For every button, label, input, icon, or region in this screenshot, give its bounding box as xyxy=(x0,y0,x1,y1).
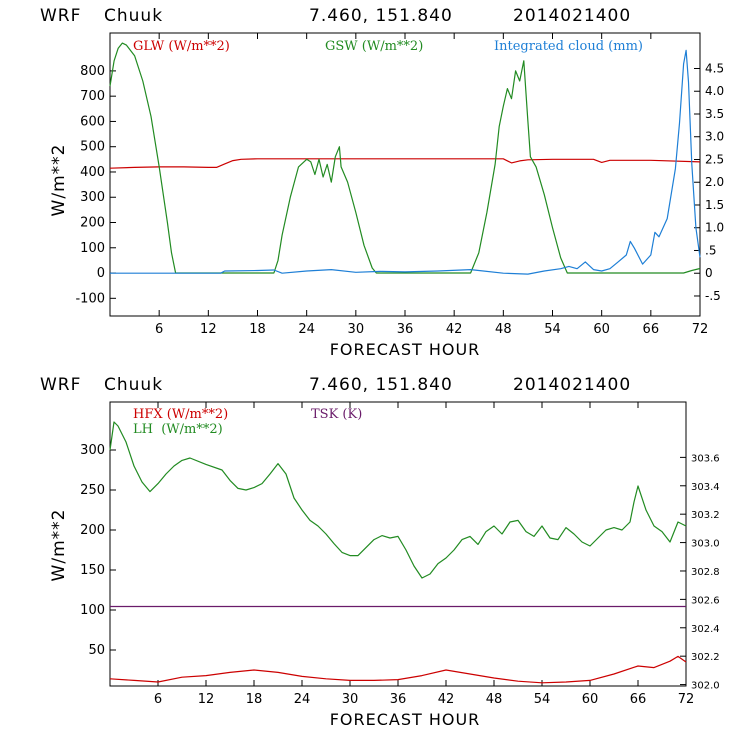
panel-1-y2tick-label: 0 xyxy=(705,266,713,280)
panel-2-xtick-label: 66 xyxy=(630,692,647,707)
panel-2-xtick-label: 72 xyxy=(678,692,695,707)
panel-1-series-line-2 xyxy=(109,42,701,274)
panel-2-ytick-label: 250 xyxy=(80,483,105,498)
panel-2-legend-hfx: HFX (W/m**2) xyxy=(133,407,228,422)
panel-1-header-model: WRF xyxy=(40,6,81,26)
panel-1-y2tick-label: 4.5 xyxy=(705,61,724,75)
panel-1-xtick-label: 54 xyxy=(544,322,561,337)
panel-1-xtick-label: 6 xyxy=(155,322,163,337)
panel-2-xtick-label: 36 xyxy=(390,692,407,707)
panel-2-xtick-label: 60 xyxy=(582,692,599,707)
panel-1-legend-cloud: Integrated cloud (mm) xyxy=(494,39,643,54)
panel-2-y2tick-label: 302.8 xyxy=(691,567,720,578)
panel-1-xtick-label: 18 xyxy=(249,322,266,337)
panel-2-y2tick-label: 303.4 xyxy=(691,482,720,493)
panel-1-ytick-label: 500 xyxy=(80,140,105,155)
panel-2-xtick-label: 6 xyxy=(154,692,162,707)
panel-1-ytick-label: 300 xyxy=(80,190,105,205)
panel-1-y2tick-label: -.5 xyxy=(705,289,721,303)
panel-2-xtick-label: 30 xyxy=(342,692,359,707)
panel-1-y2tick-label: 2.5 xyxy=(705,152,724,166)
panel-1: WRF Chuuk 7.460, 151.840 2014021400 6 12 1… xyxy=(40,6,724,359)
panel-1-xtick-label: 60 xyxy=(593,322,610,337)
panel-2-header-station: Chuuk xyxy=(104,375,163,395)
panel-1-y2tick-label: 3.0 xyxy=(705,130,724,144)
panel-1-y2tick-label: 3.5 xyxy=(705,107,724,121)
panel-2-y2tick-label: 303.2 xyxy=(691,510,720,521)
panel-1-ytick-label: -100 xyxy=(75,291,105,306)
panel-2-plot: 6 12 18 24 30 36 42 48 54 60 66 72 50 100 150 200 250 300… xyxy=(80,401,720,707)
panel-2-xtick-label: 54 xyxy=(534,692,551,707)
panel-2-y2tick-label: 302.6 xyxy=(691,595,720,606)
panel-1-legend-glw: GLW (W/m**2) xyxy=(133,39,230,54)
panel-1-series-line-3 xyxy=(110,49,701,275)
panel-1-header-init: 2014021400 xyxy=(513,6,631,26)
panel-2-series-line-1 xyxy=(109,655,687,684)
panel-2-xtick-label: 12 xyxy=(198,692,215,707)
panel-1-xtick-label: 66 xyxy=(643,322,660,337)
panel-2: WRF Chuuk 7.460, 151.840 2014021400 6 12 1… xyxy=(40,375,720,729)
panel-2-ytick-label: 50 xyxy=(88,643,105,658)
panel-1-y2tick-label: 4.0 xyxy=(705,84,724,98)
panel-1-ylabel: W/m**2 xyxy=(49,144,69,217)
panel-1-ytick-label: 600 xyxy=(80,114,105,129)
panel-2-xtick-label: 18 xyxy=(246,692,263,707)
panel-1-xlabel: FORECAST HOUR xyxy=(330,340,481,359)
panel-2-frame xyxy=(109,401,687,687)
panel-1-legend-gsw: GSW (W/m**2) xyxy=(325,39,423,54)
panel-1-y2tick-label: 1.5 xyxy=(705,198,724,212)
panel-2-header-coords: 7.460, 151.840 xyxy=(309,375,453,395)
panel-1-xtick-label: 42 xyxy=(446,322,463,337)
panel-2-xlabel: FORECAST HOUR xyxy=(330,710,481,729)
panel-1-xtick-label: 30 xyxy=(348,322,365,337)
panel-1-y2tick-label: 1.0 xyxy=(705,221,724,235)
panel-2-ylabel: W/m**2 xyxy=(49,509,69,582)
panel-2-legend-tsk: TSK (K) xyxy=(311,407,362,422)
panel-1-ytick-label: 800 xyxy=(80,64,105,79)
panel-1-ytick-label: 100 xyxy=(80,241,105,256)
panel-2-xtick-label: 24 xyxy=(294,692,311,707)
panel-1-header-coords: 7.460, 151.840 xyxy=(309,6,453,26)
panel-2-xtick-label: 42 xyxy=(438,692,455,707)
panel-2-y2tick-label: 303.0 xyxy=(691,539,720,550)
panel-2-y2tick-label: 302.2 xyxy=(691,652,720,663)
panel-2-ytick-label: 300 xyxy=(80,443,105,458)
panel-2-ytick-label: 200 xyxy=(80,523,105,538)
panel-1-xtick-label: 24 xyxy=(298,322,315,337)
panel-2-y2tick-label: 303.6 xyxy=(691,453,720,464)
panel-1-series-line-1 xyxy=(109,158,701,169)
panel-1-xtick-label: 48 xyxy=(495,322,512,337)
panel-2-legend-lh: LH (W/m**2) xyxy=(133,422,223,437)
panel-1-ytick-label: 0 xyxy=(97,266,105,281)
panel-1-ytick-label: 700 xyxy=(80,89,105,104)
panel-2-xtick-label: 48 xyxy=(486,692,503,707)
panel-1-ytick-label: 400 xyxy=(80,165,105,180)
panel-2-series-line-2 xyxy=(109,421,687,579)
panel-2-header-model: WRF xyxy=(40,375,81,395)
panel-1-y2tick-label: .5 xyxy=(705,243,716,257)
panel-1-plot: 6 12 18 24 30 36 42 48 54 60 66 72 -100 0 100 200 300 400… xyxy=(75,32,724,337)
panel-1-xtick-label: 72 xyxy=(692,322,709,337)
panel-2-y2tick-label: 302.0 xyxy=(691,681,720,692)
panel-2-ytick-label: 150 xyxy=(80,563,105,578)
panel-2-ytick-label: 100 xyxy=(80,603,105,618)
panel-1-header-station: Chuuk xyxy=(104,6,163,26)
panel-1-xtick-label: 36 xyxy=(397,322,414,337)
panel-1-y2tick-label: 2.0 xyxy=(705,175,724,189)
panel-1-xtick-label: 12 xyxy=(200,322,217,337)
panel-2-header-init: 2014021400 xyxy=(513,375,631,395)
panel-2-y2tick-label: 302.4 xyxy=(691,624,720,635)
panel-1-ytick-label: 200 xyxy=(80,216,105,231)
